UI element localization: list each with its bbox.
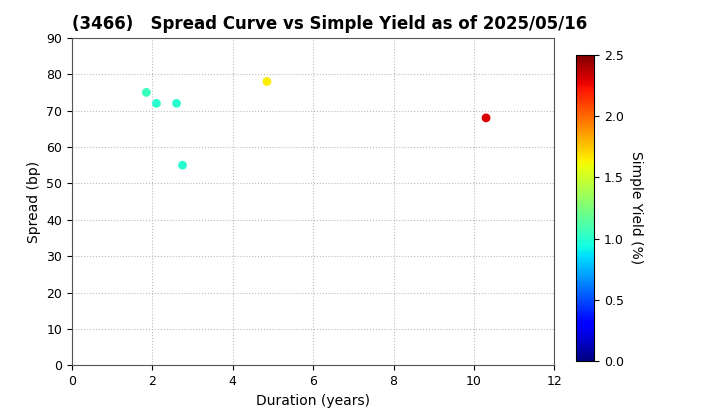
Point [140, 89, 152, 96]
Point [480, 115, 492, 121]
Point [177, 162, 189, 168]
Text: (3466)   Spread Curve vs Simple Yield as of 2025/05/16: (3466) Spread Curve vs Simple Yield as o… [72, 16, 588, 34]
Y-axis label: Spread (bp): Spread (bp) [27, 160, 41, 243]
Y-axis label: Simple Yield (%): Simple Yield (%) [629, 151, 643, 265]
Point [171, 100, 182, 107]
Point [261, 78, 273, 85]
Point [150, 100, 162, 107]
X-axis label: Duration (years): Duration (years) [256, 394, 370, 408]
